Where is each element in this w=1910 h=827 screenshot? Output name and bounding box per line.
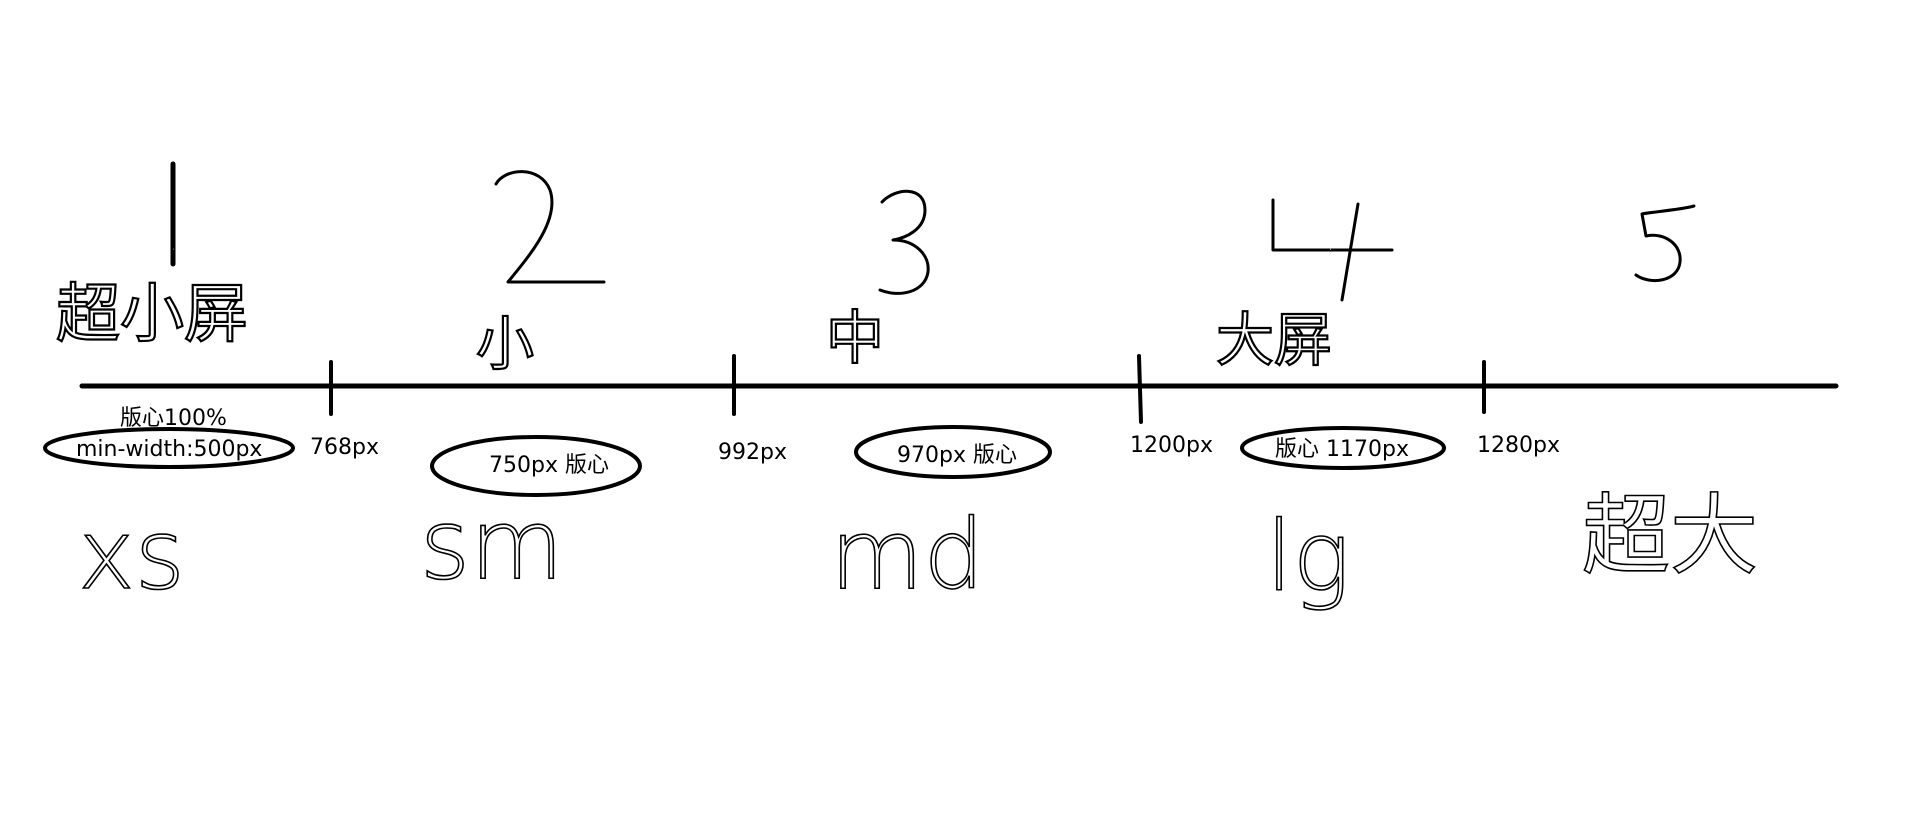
segment-note-line: 版心 1170px [1275,437,1409,462]
segment-2: 2 小 750px 版心 sm [419,170,642,602]
segment-note-line: 970px 版心 [897,443,1017,468]
segment-code: 超大 [1582,484,1758,587]
note-ellipse [854,425,1052,479]
segment-number-glyph [878,189,930,295]
note-ellipse [430,435,642,497]
segment-5: 5 超大 [1581,204,1759,588]
breakpoint-label: 992px [718,440,787,465]
tick-1200 [1137,354,1143,424]
segment-size-name: 超小屏 [56,278,248,352]
breakpoint-label: 1200px [1130,433,1213,458]
segment-size-name: 大屏 [1216,306,1332,374]
segment-number-glyph [1634,204,1696,283]
segment-note-line: 版心100% [120,406,227,431]
segment-size-name: 小 [476,310,534,378]
segment-number: 1 [173,249,175,251]
segment-4: 4 大屏 版心 1170px lg [1215,198,1446,614]
note-ellipse [1240,426,1446,470]
note-ellipse [43,427,295,469]
segment-size-name: 中 [826,304,884,372]
breakpoint-label: 768px [310,435,379,460]
segment-number: 2 [540,249,542,251]
segment-number-glyph [494,170,606,284]
segment-3: 3 中 970px 版心 md [825,189,1052,612]
segment-note-line: min-width:500px [76,437,262,462]
segment-note-line: 750px 版心 [489,453,609,478]
segment-code: lg [1266,501,1350,613]
segment-number: 3 [905,249,907,251]
segment-number: 5 [1660,249,1662,251]
segment-number: 4 [1330,249,1332,251]
segment-1: 1 超小屏 版心100% min-width:500px xs [43,161,295,612]
segment-code: sm [420,489,564,601]
segment-code: md [830,499,984,611]
breakpoint-label: 1280px [1477,433,1560,458]
segment-number-glyph [1271,198,1394,302]
segment-code: xs [78,499,185,611]
